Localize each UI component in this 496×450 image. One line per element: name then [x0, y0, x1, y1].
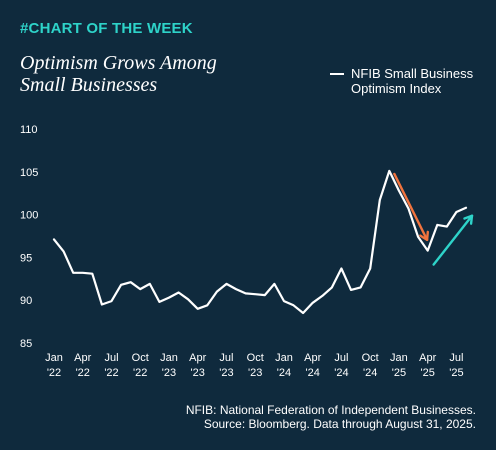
y-tick-label: 100: [20, 210, 38, 222]
footnote-source: Source: Bloomberg. Data through August 3…: [203, 417, 476, 431]
chart-title: Optimism Grows Among Small Businesses: [20, 52, 260, 96]
y-tick-label: 90: [20, 295, 32, 307]
x-tick-year: '23: [162, 367, 176, 379]
y-tick-label: 85: [20, 338, 32, 350]
y-tick-label: 110: [20, 124, 38, 136]
y-axis: 85 90 95 100 105 110: [20, 124, 38, 350]
x-tick-month: Jul: [334, 352, 348, 364]
x-tick-month: Jul: [219, 352, 233, 364]
annotations: [393, 172, 474, 266]
x-tick-year: '22: [76, 367, 90, 379]
x-tick-year: '22: [133, 367, 147, 379]
x-axis: Jan '22 Apr '22 Jul '22 Oct '22 Jan '23 Apr '23 Jul '…: [45, 352, 463, 379]
plot-area: [52, 169, 468, 315]
arrow-down-shaft: [393, 172, 429, 242]
x-tick-month: Apr: [419, 352, 436, 364]
x-tick-year: '23: [191, 367, 205, 379]
x-tick-month: Jan: [275, 352, 293, 364]
legend: NFIB Small Business Optimism Index: [330, 66, 491, 96]
footnote-definition: NFIB: National Federation of Independent…: [185, 403, 476, 417]
y-tick-label: 95: [20, 252, 32, 264]
y-tick-label: 105: [20, 167, 38, 179]
chart-title-line-1: Optimism Grows Among: [20, 52, 217, 74]
x-tick-year: '24: [277, 367, 291, 379]
x-tick-month: Apr: [304, 352, 321, 364]
x-tick-month: Jan: [390, 352, 408, 364]
x-tick-year: '24: [306, 367, 320, 379]
x-tick-month: Jul: [104, 352, 118, 364]
x-tick-year: '25: [449, 367, 463, 379]
x-tick-month: Oct: [132, 352, 149, 364]
chart-title-line-2: Small Businesses: [20, 74, 158, 96]
x-tick-month: Jan: [160, 352, 178, 364]
x-tick-month: Apr: [189, 352, 206, 364]
footnote: NFIB: National Federation of Independent…: [186, 403, 476, 431]
arrow-down-head: [419, 230, 430, 242]
x-tick-month: Jul: [449, 352, 463, 364]
x-tick-year: '25: [421, 367, 435, 379]
x-tick-month: Oct: [247, 352, 264, 364]
legend-swatch: [330, 73, 344, 75]
x-tick-year: '24: [363, 367, 377, 379]
x-tick-year: '22: [47, 367, 61, 379]
x-tick-month: Apr: [74, 352, 91, 364]
x-tick-month: Jan: [45, 352, 63, 364]
series-line-0: [52, 169, 468, 315]
x-tick-year: '23: [248, 367, 262, 379]
chart-of-the-week-tag: #CHART OF THE WEEK: [20, 20, 193, 37]
arrow-up-head: [463, 214, 474, 225]
x-tick-month: Oct: [362, 352, 379, 364]
arrow-up-shaft: [432, 214, 474, 266]
legend-label: NFIB Small Business Optimism Index: [351, 66, 474, 96]
x-tick-year: '25: [392, 367, 406, 379]
x-tick-year: '22: [104, 367, 118, 379]
x-tick-year: '24: [334, 367, 348, 379]
x-tick-year: '23: [219, 367, 233, 379]
